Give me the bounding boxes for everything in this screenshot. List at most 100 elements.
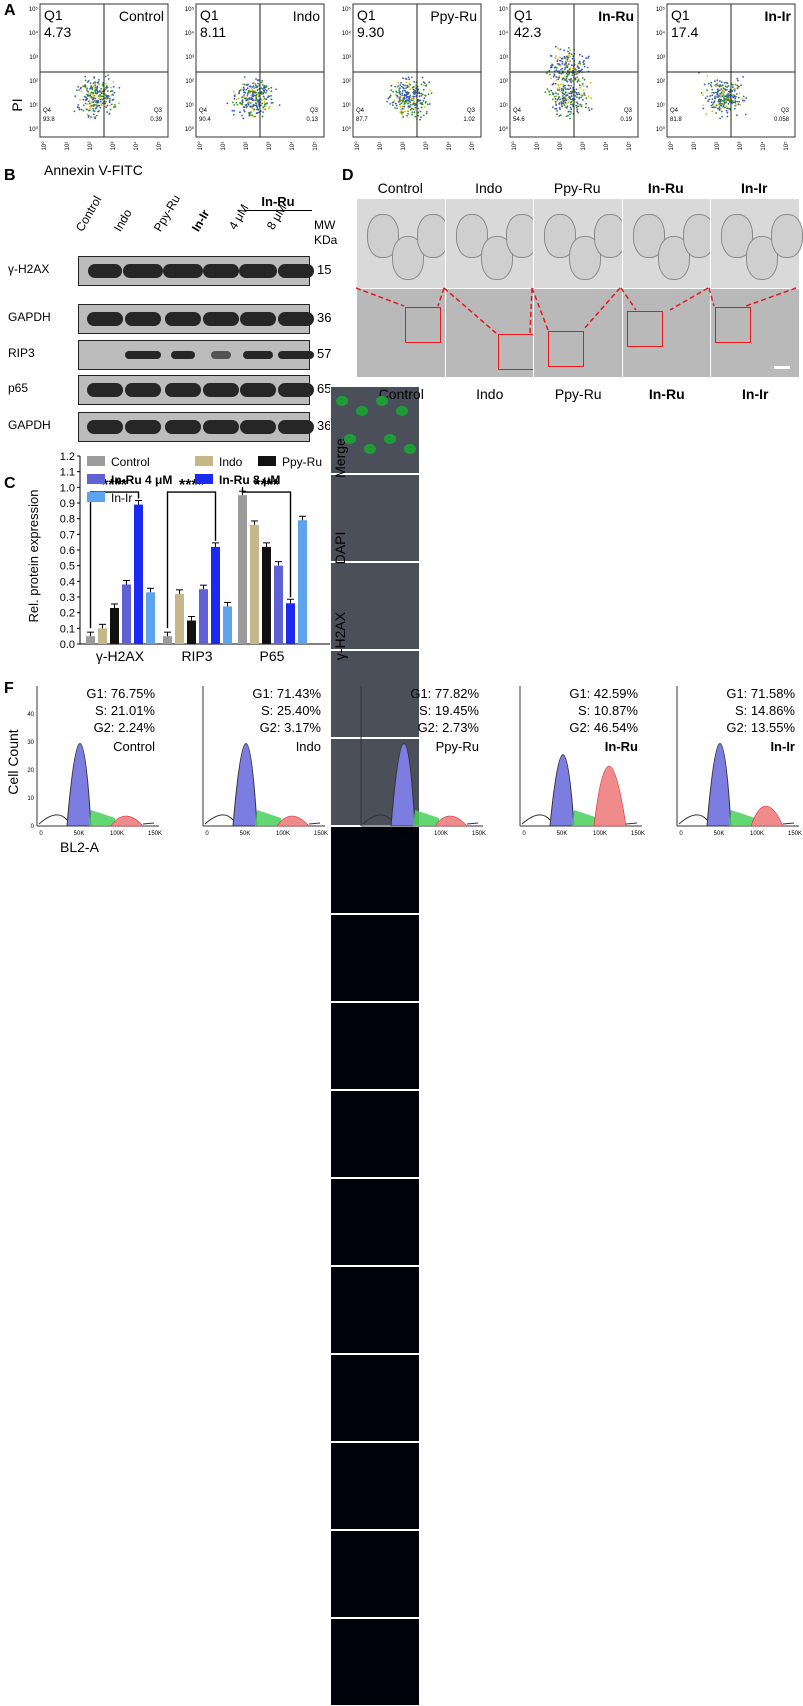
flow-dot: [412, 88, 415, 91]
blot-row-label: γ-H2AX: [8, 262, 50, 276]
flow-dot: [555, 92, 557, 95]
flow-dot: [88, 99, 91, 102]
flow-dot: [253, 94, 256, 97]
cell-cycle-plot-4: G1: 71.58% S: 14.86% G2: 13.55% In-Ir 0 50K 10…: [676, 686, 802, 837]
flow-dot: [413, 97, 415, 100]
flow-dot: [716, 88, 719, 91]
flow-dot: [565, 98, 568, 100]
flow-dot: [560, 68, 562, 71]
flow-dot: [732, 84, 734, 86]
flow-dot: [710, 101, 713, 104]
legend-label: Control: [111, 455, 150, 469]
legend-swatch: [195, 474, 213, 484]
q4-label: Q4: [43, 108, 52, 114]
flow-dot: [271, 101, 274, 104]
flow-dot: [744, 113, 747, 116]
lane-label: Ppy-Ru: [150, 192, 184, 234]
q1-value: 8.11: [200, 24, 226, 40]
microscopy-col-header: In-Ir: [741, 180, 768, 196]
y-tick: 10²: [656, 79, 665, 85]
flow-dot: [574, 91, 576, 93]
flow-dot: [263, 101, 266, 104]
flow-dot: [94, 100, 96, 102]
x-tick: 100K: [110, 831, 124, 837]
q3-label: Q3: [154, 108, 163, 114]
flow-dot: [558, 72, 561, 74]
flow-dot: [268, 95, 271, 98]
flow-dot: [583, 65, 586, 68]
microscopy-col-header: In-Ru: [647, 180, 684, 196]
flow-dot: [89, 87, 91, 90]
flow-dot: [97, 81, 100, 83]
flow-dot: [562, 97, 564, 99]
flow-dot: [425, 84, 428, 87]
flow-dot: [576, 110, 579, 113]
flow-dot: [558, 102, 561, 105]
flow-dot: [241, 103, 243, 106]
y-tick: 10²: [29, 79, 38, 85]
g1-peak: [549, 754, 575, 827]
flow-dot: [575, 88, 578, 91]
zoom-connector: [531, 287, 549, 331]
q4-label: Q4: [670, 108, 679, 114]
flow-dot: [241, 99, 244, 101]
flow-dot: [574, 95, 577, 97]
flow-dot: [403, 97, 406, 100]
bar-Control: [238, 495, 247, 644]
flow-dot: [243, 76, 246, 78]
flow-dot: [243, 109, 245, 111]
bar-Control: [86, 636, 95, 644]
flow-dot: [580, 96, 583, 99]
flow-dot: [552, 92, 555, 95]
flow-dot: [394, 94, 397, 96]
flow-dot: [389, 103, 392, 105]
x-tick: 0: [205, 831, 209, 837]
bar-Ppy-Ru: [110, 607, 119, 644]
flow-dot: [93, 95, 96, 98]
blot-band: [165, 383, 201, 397]
x-tick: 10³: [424, 142, 430, 151]
flow-dot: [716, 82, 719, 84]
legend-label: In-Ru 8 μM: [219, 473, 280, 487]
flow-dot: [723, 90, 725, 93]
y-tick: 10⁴: [29, 30, 39, 37]
flow-dot: [261, 115, 264, 118]
flow-dot: [704, 97, 707, 100]
flow-dot: [245, 84, 248, 86]
flow-dot: [548, 90, 550, 93]
flow-dot: [557, 58, 559, 61]
flow-dot: [267, 87, 270, 90]
flow-dot: [403, 105, 405, 108]
x-tick: 10⁴: [760, 141, 767, 151]
flow-dot: [268, 107, 270, 110]
flow-dot: [561, 105, 563, 108]
flow-dot: [723, 82, 726, 84]
flow-dot: [400, 81, 402, 84]
flow-dot: [713, 101, 715, 104]
flow-dot: [564, 63, 566, 66]
flow-dot: [261, 102, 264, 105]
flow-dot: [732, 99, 735, 102]
flow-dot: [247, 83, 249, 86]
flow-dot: [417, 107, 420, 110]
y-tick-label: 1.0: [60, 482, 75, 494]
flow-dot: [550, 77, 553, 80]
flow-dot: [118, 102, 120, 105]
x-tick: 10³: [111, 142, 117, 151]
flow-dot: [251, 105, 254, 108]
flow-dot: [574, 78, 577, 81]
flow-dot: [423, 97, 426, 100]
flow-dot: [253, 108, 256, 111]
flow-dot: [91, 88, 94, 91]
flow-dot: [420, 106, 423, 109]
y-tick: 10⁴: [342, 30, 352, 37]
zoom-connector: [582, 287, 621, 331]
flow-dot: [557, 89, 559, 91]
flow-dot: [394, 85, 397, 88]
flow-dot: [113, 106, 115, 109]
flow-dot: [571, 74, 574, 77]
fluorescence-col-header: Control: [378, 386, 424, 402]
flow-dot: [247, 103, 250, 106]
flow-dot: [84, 102, 87, 105]
zoom-region-box: [405, 307, 441, 343]
